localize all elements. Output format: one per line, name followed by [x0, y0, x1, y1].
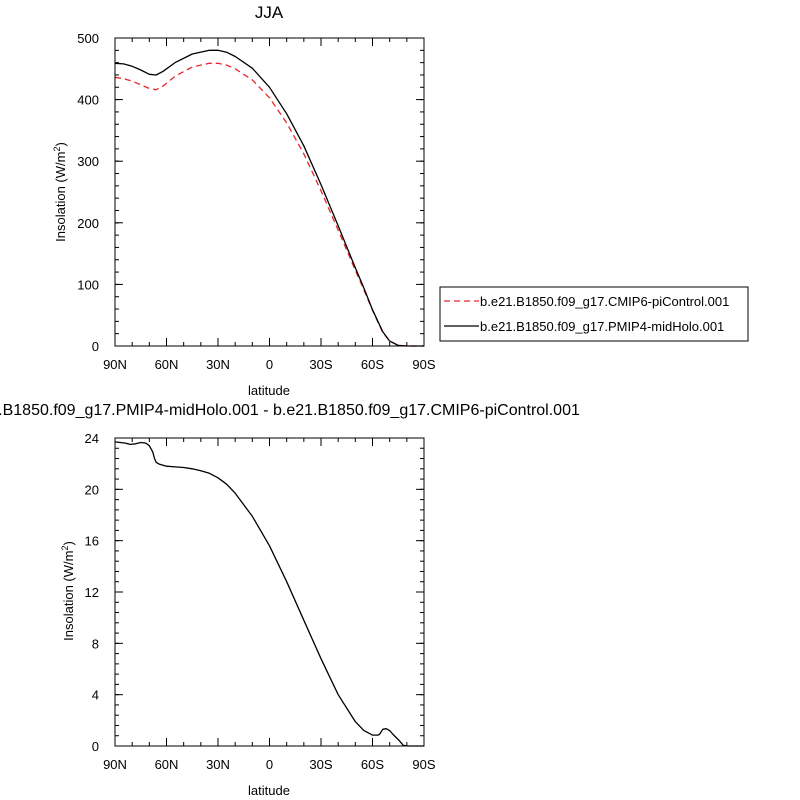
x-tick-label: 30S [309, 357, 332, 372]
bottom-chart-title: b.e21.B1850.f09_g17.PMIP4-midHolo.001 - … [0, 402, 580, 419]
x-tick-label: 60N [155, 357, 179, 372]
legend: b.e21.B1850.f09_g17.CMIP6-piControl.001 … [439, 286, 749, 342]
x-tick-label: 0 [266, 357, 273, 372]
y-tick-label: 0 [92, 339, 99, 354]
bottom-y-label-main: Insolation (W/m [61, 551, 76, 641]
plot-frame [114, 437, 425, 747]
x-tick-label: 90N [103, 357, 127, 372]
top-panel: JJA 90N 60N 30N 0 30S 60S 90S0100200300400500 … [52, 3, 749, 398]
y-tick-label: 16 [85, 534, 99, 549]
x-tick-label: 90S [412, 357, 435, 372]
y-tick-label: 12 [85, 585, 99, 600]
x-tick-label: 60S [361, 757, 384, 772]
top-plot-area: 90N 60N 30N 0 30S 60S 90S 0 100 200 300 400 500 [77, 31, 436, 372]
x-tick-label: 30S [309, 757, 332, 772]
x-tick-label: 60S [361, 357, 384, 372]
x-tick-label: 90S [412, 757, 435, 772]
series-line-1 [114, 49, 424, 347]
y-tick-label: 20 [85, 482, 99, 497]
x-tick-label: 60N [155, 757, 179, 772]
bottom-x-axis-label: latitude [248, 783, 290, 798]
series-line-0 [114, 62, 424, 347]
y-tick-label: 0 [92, 739, 99, 754]
top-x-axis-label: latitude [248, 383, 290, 398]
bottom-plot-area: 90N 60N 30N 0 30S 60S 90S 0 4 8 12 16 20 24 [85, 431, 436, 772]
top-chart-title: JJA [255, 3, 284, 22]
legend-label-midholo: b.e21.B1850.f09_g17.PMIP4-midHolo.001 [480, 319, 724, 334]
top-y-label-tail: ) [53, 142, 68, 146]
y-tick-label: 400 [77, 93, 99, 108]
y-tick-label: 100 [77, 277, 99, 292]
y-tick-label: 4 [92, 688, 99, 703]
x-tick-label: 30N [206, 357, 230, 372]
top-y-axis-label: Insolation (W/m2) [52, 142, 68, 242]
bottom-y-axis-label: Insolation (W/m2) [60, 541, 76, 641]
top-y-label-sup: 2 [52, 147, 62, 152]
bottom-y-label-tail: ) [61, 541, 76, 545]
y-tick-label: 300 [77, 154, 99, 169]
y-tick-label: 24 [85, 431, 99, 446]
series-line-0 [114, 441, 424, 747]
y-tick-label: 200 [77, 216, 99, 231]
bottom-panel: b.e21.B1850.f09_g17.PMIP4-midHolo.001 - … [0, 402, 580, 798]
x-tick-label: 0 [266, 757, 273, 772]
bottom-y-label-sup: 2 [60, 546, 70, 551]
top-y-label-main: Insolation (W/m [53, 152, 68, 242]
y-tick-label: 8 [92, 636, 99, 651]
x-tick-label: 90N [103, 757, 127, 772]
plot-frame [114, 37, 425, 347]
x-tick-label: 30N [206, 757, 230, 772]
y-tick-label: 500 [77, 31, 99, 46]
legend-box [439, 286, 749, 342]
legend-label-picontrol: b.e21.B1850.f09_g17.CMIP6-piControl.001 [480, 294, 729, 309]
